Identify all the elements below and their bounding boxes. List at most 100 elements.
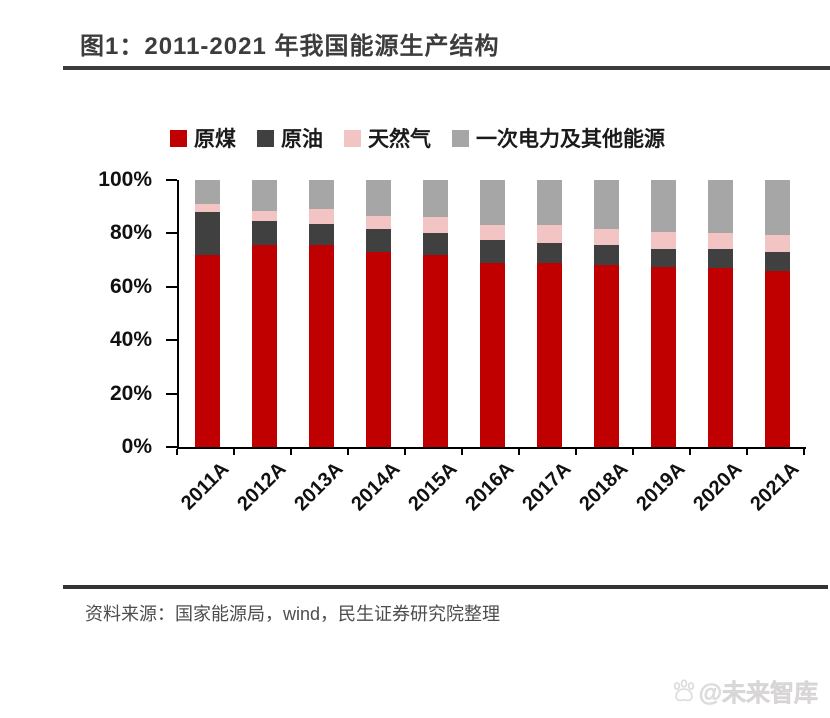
bar-segment-coal-2011A: [195, 254, 220, 447]
legend-label-oil: 原油: [281, 128, 323, 151]
bar-segment-gas-2011A: [195, 204, 220, 213]
bar-segment-gas-2019A: [651, 232, 676, 250]
y-axis-tick-20%: [166, 392, 177, 395]
legend-label-coal: 原煤: [194, 128, 236, 151]
x-axis-label-2019A: 2019A: [631, 458, 690, 516]
bar-segment-coal-2016A: [480, 262, 505, 447]
bar-segment-gas-2015A: [423, 217, 448, 234]
bar-segment-electricity-2018A: [594, 180, 619, 230]
x-axis-tick-9: [689, 449, 691, 455]
bar-segment-oil-2011A: [195, 212, 220, 255]
bar-segment-gas-2014A: [366, 216, 391, 230]
legend-label-electricity: 一次电力及其他能源: [476, 128, 665, 151]
watermark: @未来智库: [671, 673, 818, 708]
bar-2018A: [594, 180, 619, 447]
paw-icon: [673, 678, 694, 701]
x-axis-tick-5: [461, 449, 463, 455]
data-source-note: 资料来源：国家能源局，wind，民生证券研究院整理: [85, 604, 501, 624]
x-axis-tick-3: [347, 449, 349, 455]
y-axis-label-20%: 20%: [109, 381, 152, 405]
bar-segment-oil-2018A: [594, 245, 619, 266]
bar-segment-oil-2019A: [651, 249, 676, 267]
x-axis-label-2014A: 2014A: [346, 458, 405, 516]
bar-segment-oil-2014A: [366, 229, 391, 253]
x-axis-tick-7: [575, 449, 577, 455]
x-axis-label-2016A: 2016A: [460, 458, 519, 516]
y-axis-label-80%: 80%: [109, 221, 152, 245]
bar-segment-electricity-2021A: [765, 180, 790, 235]
y-axis-label-100%: 100%: [98, 168, 152, 191]
bar-segment-oil-2017A: [537, 242, 562, 263]
bar-segment-gas-2021A: [765, 234, 790, 253]
bar-segment-oil-2020A: [708, 249, 733, 269]
bar-segment-electricity-2020A: [708, 180, 733, 234]
bar-2011A: [195, 180, 220, 447]
plot-area: [177, 180, 806, 449]
bar-segment-coal-2017A: [537, 262, 562, 447]
bar-segment-coal-2014A: [366, 252, 391, 447]
bar-segment-coal-2021A: [765, 270, 790, 447]
bar-segment-coal-2019A: [651, 266, 676, 447]
bar-2013A: [309, 180, 334, 447]
bar-2020A: [708, 180, 733, 447]
bar-2015A: [423, 180, 448, 447]
bar-segment-gas-2020A: [708, 233, 733, 250]
bar-segment-coal-2015A: [423, 254, 448, 447]
legend-item-oil: 原油: [257, 123, 323, 153]
bar-segment-electricity-2014A: [366, 180, 391, 217]
x-axis-tick-8: [632, 449, 634, 455]
bar-segment-electricity-2015A: [423, 180, 448, 218]
bar-segment-oil-2012A: [252, 221, 277, 246]
bar-segment-oil-2021A: [765, 252, 790, 271]
legend-swatch-oil: [257, 129, 274, 147]
bar-segment-coal-2012A: [252, 245, 277, 447]
x-axis-tick-0: [176, 449, 178, 455]
x-axis-label-2018A: 2018A: [574, 458, 633, 516]
x-axis-tick-6: [518, 449, 520, 455]
bar-segment-oil-2013A: [309, 224, 334, 246]
bar-segment-gas-2018A: [594, 229, 619, 246]
x-axis-label-2021A: 2021A: [745, 458, 804, 516]
legend-swatch-coal: [170, 129, 187, 147]
bar-segment-oil-2016A: [480, 240, 505, 263]
bar-segment-electricity-2016A: [480, 180, 505, 226]
bar-segment-gas-2013A: [309, 209, 334, 225]
x-axis-tick-2: [290, 449, 292, 455]
figure-title: 图1：2011-2021 年我国能源生产结构: [80, 33, 500, 60]
bar-segment-electricity-2012A: [252, 180, 277, 211]
bar-segment-oil-2015A: [423, 233, 448, 255]
x-axis-tick-10: [746, 449, 748, 455]
x-axis-tick-4: [404, 449, 406, 455]
legend-swatch-gas: [344, 129, 361, 147]
footer-divider: [63, 585, 828, 589]
bar-segment-coal-2013A: [309, 245, 334, 447]
legend-item-coal: 原煤: [170, 123, 236, 153]
bar-segment-electricity-2019A: [651, 180, 676, 233]
bar-segment-gas-2017A: [537, 225, 562, 243]
y-axis-tick-0%: [166, 446, 177, 448]
bar-segment-coal-2020A: [708, 268, 733, 447]
x-axis-label-2011A: 2011A: [176, 458, 234, 515]
bar-segment-electricity-2011A: [195, 180, 220, 205]
chart-legend: 原煤 原油 天然气 一次电力及其他能源: [170, 123, 665, 153]
bar-2019A: [651, 180, 676, 447]
bar-2017A: [537, 180, 562, 447]
x-axis-tick-1: [233, 449, 235, 455]
y-axis-label-60%: 60%: [109, 274, 152, 298]
y-axis-label-40%: 40%: [109, 328, 152, 352]
y-axis-tick-60%: [166, 285, 177, 288]
legend-swatch-electricity: [452, 129, 469, 147]
y-axis-tick-100%: [166, 179, 177, 181]
legend-item-gas: 天然气: [344, 123, 431, 153]
bar-2012A: [252, 180, 277, 447]
legend-item-electricity: 一次电力及其他能源: [452, 123, 665, 153]
x-axis-label-2013A: 2013A: [289, 458, 348, 516]
x-axis-label-2015A: 2015A: [403, 458, 462, 516]
legend-label-gas: 天然气: [368, 128, 431, 151]
bar-segment-gas-2012A: [252, 210, 277, 222]
bar-2021A: [765, 180, 790, 447]
bar-segment-electricity-2017A: [537, 180, 562, 226]
watermark-text: @未来智库: [698, 680, 818, 708]
y-axis-tick-40%: [166, 339, 177, 342]
